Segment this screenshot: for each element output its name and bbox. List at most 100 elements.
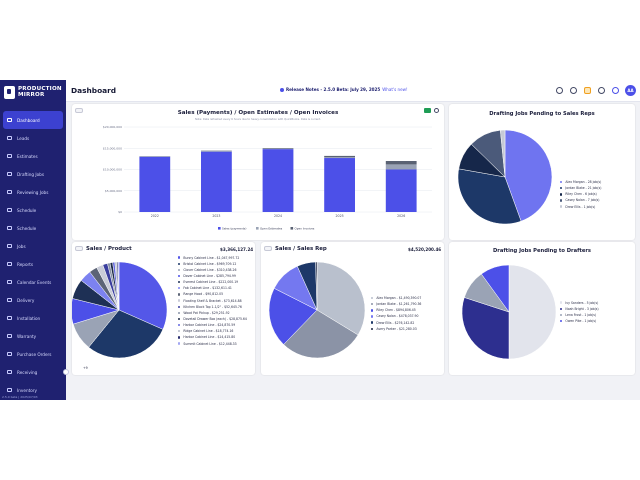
bell-icon[interactable] bbox=[556, 87, 563, 94]
bar-open-estimates[interactable] bbox=[385, 164, 417, 170]
bar-sales-payments-[interactable] bbox=[385, 169, 417, 213]
legend-item[interactable]: Clover Cabinet Line - $310,438.26 bbox=[178, 267, 247, 273]
legend-item[interactable]: Fab Cabinet Line - $132,611.41 bbox=[178, 285, 247, 291]
sidebar-item-reports[interactable]: Reports bbox=[0, 255, 66, 273]
pie-slice[interactable] bbox=[117, 261, 120, 311]
legend-label[interactable]: Sales (payments) bbox=[222, 226, 246, 230]
legend-label: Drew Ellis - 1 job(s) bbox=[565, 204, 596, 209]
brand[interactable]: PRODUCTION MIRROR bbox=[4, 83, 64, 101]
legend-item[interactable]: Alex Morgan - 28 job(s) bbox=[560, 179, 601, 185]
chat-icon[interactable] bbox=[570, 87, 577, 94]
legend-item[interactable]: Bristol Cabinet Line - $969,709.12 bbox=[178, 261, 247, 267]
legend-item[interactable]: Harbor Cabinet Line - $14,415.80 bbox=[178, 334, 247, 340]
legend-item[interactable]: Jordan Blake - $1,261,790.36 bbox=[371, 301, 421, 307]
legend-label[interactable]: Open Invoices bbox=[295, 226, 315, 230]
sidebar-item-calendar-events[interactable]: Calendar Events bbox=[0, 273, 66, 291]
sidebar-toggle-button[interactable] bbox=[63, 369, 69, 375]
legend-item[interactable]: Noah Bright - 3 job(s) bbox=[560, 306, 599, 312]
sidebar-item-inventory[interactable]: Inventory bbox=[0, 381, 66, 399]
legend-item[interactable]: Ivy Sanders - 5 job(s) bbox=[560, 300, 599, 306]
legend-item[interactable]: Alex Morgan - $1,490,390.07 bbox=[371, 295, 421, 301]
legend-item[interactable]: Kitchen Block Top 1-1/2" - $52,645.76 bbox=[178, 304, 247, 310]
legend-item[interactable]: Riley Chen - $894,806.45 bbox=[371, 307, 421, 313]
legend-item[interactable]: Dover Cabinet Line - $285,794.99 bbox=[178, 273, 247, 279]
sidebar-item-receiving[interactable]: Receiving bbox=[0, 363, 66, 381]
legend-item[interactable]: Drew Ellis - 1 job(s) bbox=[560, 204, 601, 210]
help-icon[interactable] bbox=[612, 87, 619, 94]
legend-item[interactable]: Ridge Cabinet Line - $18,774.16 bbox=[178, 328, 247, 334]
legend-item[interactable]: Floating Shelf & Bracket - $73,614.88 bbox=[178, 297, 247, 303]
lightbulb-icon[interactable] bbox=[584, 87, 591, 94]
legend-item[interactable]: Summit Cabinet Line - $12,448.33 bbox=[178, 340, 247, 346]
legend-item[interactable]: Casey Nolan - $478,037.90 bbox=[371, 313, 421, 319]
sidebar-item-dashboard[interactable]: Dashboard bbox=[3, 111, 63, 129]
sidebar-item-drafting-jobs[interactable]: Drafting Jobs bbox=[0, 165, 66, 183]
pie-slice[interactable] bbox=[481, 264, 510, 313]
bar-sales-payments-[interactable] bbox=[262, 149, 294, 212]
bar-open-estimates[interactable] bbox=[262, 148, 294, 150]
sidebar-item-purchase-orders[interactable]: Purchase Orders bbox=[0, 345, 66, 363]
bar-open-estimates[interactable] bbox=[201, 151, 232, 152]
sidebar-item-leads[interactable]: Leads bbox=[0, 129, 66, 147]
legend-item[interactable]: Bunny Cabinet Line - $1,047,997.72 bbox=[178, 255, 247, 261]
collapse-icon[interactable] bbox=[75, 108, 83, 113]
sidebar-item-schedule[interactable]: Schedule bbox=[0, 201, 66, 219]
legend-label: Ivy Sanders - 5 job(s) bbox=[565, 300, 599, 305]
legend-item[interactable]: Riley Chen - 6 job(s) bbox=[560, 191, 601, 197]
legend-item[interactable]: Casey Nolan - 7 job(s) bbox=[560, 197, 601, 203]
brand-name: PRODUCTION MIRROR bbox=[18, 85, 62, 98]
pie-slice[interactable] bbox=[268, 287, 318, 345]
pie-slice[interactable] bbox=[283, 309, 359, 359]
legend-item[interactable]: Drew Ellis - $276,142.82 bbox=[371, 320, 421, 326]
bar-open-invoices[interactable] bbox=[324, 155, 355, 158]
sidebar-item-estimates[interactable]: Estimates bbox=[0, 147, 66, 165]
bar-open-invoices[interactable] bbox=[385, 161, 417, 165]
legend-item[interactable]: Dovetail Drawer Box (each) - $28,875.64 bbox=[178, 316, 247, 322]
release-notes[interactable]: Release Notes - 2.5.0 Beta: July 29, 202… bbox=[280, 87, 408, 92]
sidebar-item-label: Calendar Events bbox=[17, 279, 52, 285]
legend-item[interactable]: Harbor Cabinet Line - $24,870.59 bbox=[178, 322, 247, 328]
legend-item[interactable]: Everest Cabinet Line - $222,000.19 bbox=[178, 279, 247, 285]
legend-item[interactable]: Avery Parker - $21,280.03 bbox=[371, 326, 421, 332]
sidebar-item-label: Estimates bbox=[17, 153, 38, 159]
product-pie bbox=[72, 261, 168, 359]
pending-drafters-card: Drafting Jobs Pending to Drafters Ivy Sa… bbox=[449, 242, 635, 375]
bar-sales-payments-[interactable] bbox=[324, 158, 355, 212]
more-label[interactable]: +9 bbox=[83, 366, 88, 370]
sidebar-item-jobs[interactable]: Jobs bbox=[0, 237, 66, 255]
legend-item[interactable]: Range Hood - $90,812.05 bbox=[178, 291, 247, 297]
legend-item[interactable]: Owen Pike - 1 job(s) bbox=[560, 318, 599, 324]
excel-export-icon[interactable] bbox=[424, 108, 431, 113]
collapse-icon[interactable] bbox=[264, 246, 272, 251]
legend-item[interactable]: Wood Pot Pickup - $29,251.92 bbox=[178, 310, 247, 316]
collapse-icon[interactable] bbox=[75, 246, 83, 251]
pie-slice[interactable] bbox=[118, 261, 168, 330]
refresh-icon[interactable] bbox=[434, 108, 439, 113]
bar-open-estimates[interactable] bbox=[324, 157, 355, 159]
pie-slice[interactable] bbox=[316, 261, 366, 336]
pie-slice[interactable] bbox=[504, 129, 553, 222]
bar-sales-payments-[interactable] bbox=[201, 151, 232, 212]
schedule-icon bbox=[7, 208, 12, 212]
sidebar-item-warranty[interactable]: Warranty bbox=[0, 327, 66, 345]
legend-label[interactable]: Open Estimates bbox=[260, 226, 283, 230]
pie-slice[interactable] bbox=[508, 264, 557, 360]
legend-item[interactable]: Jordan Blake - 21 job(s) bbox=[560, 185, 601, 191]
moon-icon[interactable] bbox=[598, 87, 605, 94]
sidebar-item-schedule[interactable]: Schedule bbox=[0, 219, 66, 237]
pie-slice[interactable] bbox=[461, 297, 510, 360]
sidebar-item-installation[interactable]: Installation bbox=[0, 309, 66, 327]
legend-label: Dovetail Drawer Box (each) - $28,875.64 bbox=[183, 316, 247, 321]
bar-sales-payments-[interactable] bbox=[139, 156, 171, 212]
avatar[interactable]: AA bbox=[625, 85, 636, 96]
sales-chart-note: Note: Data refreshed every 6 hours due t… bbox=[195, 118, 321, 121]
legend-label: Range Hood - $90,812.05 bbox=[183, 292, 224, 297]
pie-slice[interactable] bbox=[500, 129, 506, 178]
whats-new-link[interactable]: What's new! bbox=[382, 87, 408, 92]
sidebar-item-reviewing-jobs[interactable]: Reviewing Jobs bbox=[0, 183, 66, 201]
legend-item[interactable]: Lena Frost - 1 job(s) bbox=[560, 312, 599, 318]
pie-slice[interactable] bbox=[88, 309, 164, 359]
pie-slice[interactable] bbox=[315, 261, 318, 311]
pie-slice[interactable] bbox=[457, 168, 522, 225]
sidebar-item-delivery[interactable]: Delivery bbox=[0, 291, 66, 309]
